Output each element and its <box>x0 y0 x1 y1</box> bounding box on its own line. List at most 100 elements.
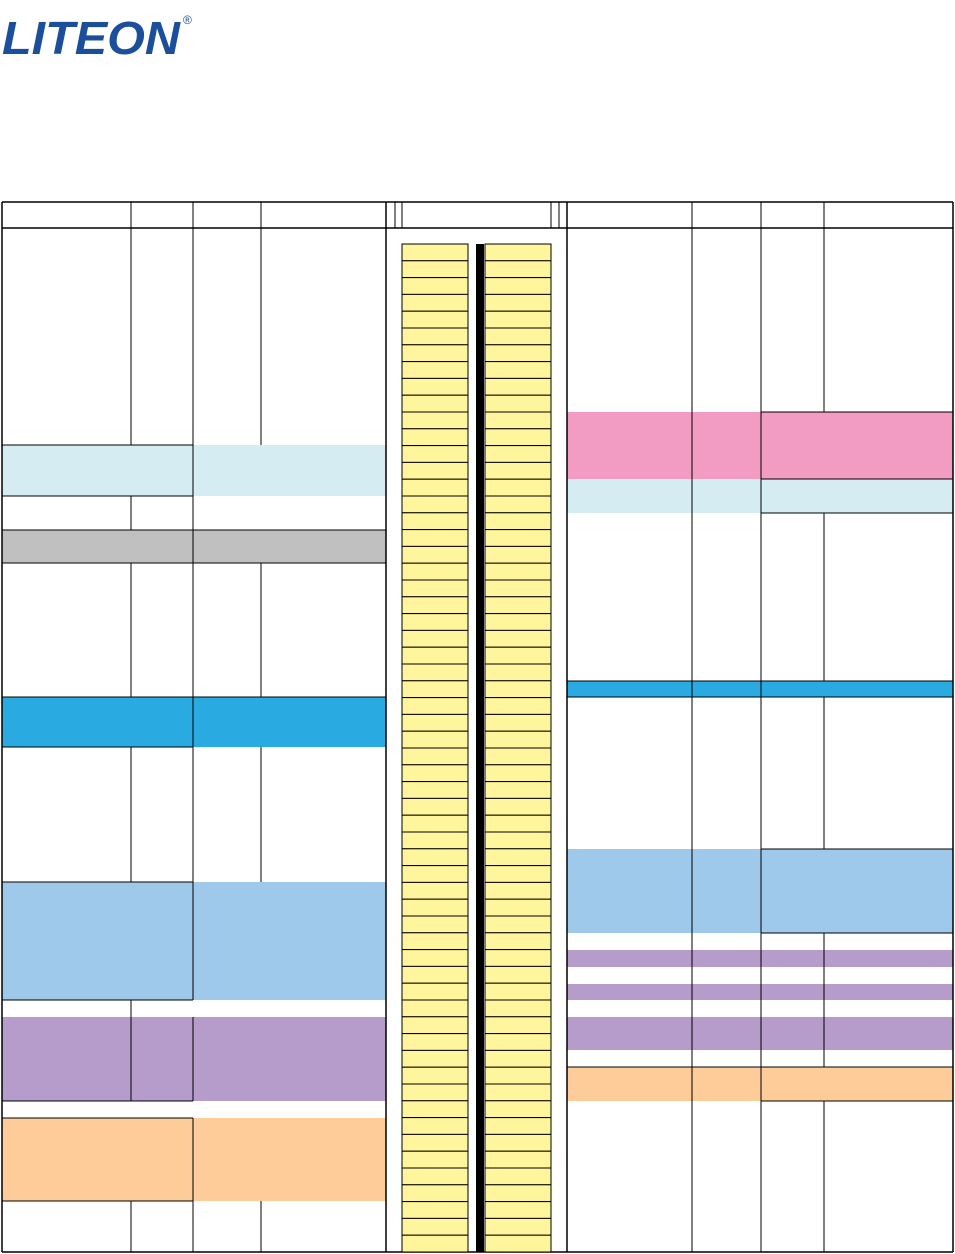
pin-cell <box>484 529 552 547</box>
pin-cell <box>401 461 469 480</box>
pin-cell <box>401 1217 469 1236</box>
pin-cell <box>401 646 469 665</box>
pin-cell <box>401 1049 469 1068</box>
cell-fill <box>2 445 386 496</box>
pin-cell <box>401 680 469 699</box>
pin-cell <box>401 545 469 564</box>
pin-cell <box>401 445 469 463</box>
pin-cell <box>484 831 552 850</box>
cell-fill <box>2 882 386 1000</box>
pin-cell <box>484 999 552 1018</box>
pin-cell <box>484 1133 552 1152</box>
pin-cell <box>401 344 469 363</box>
pin-cell <box>484 730 552 749</box>
pin-cell <box>484 982 552 1001</box>
pin-cell <box>401 982 469 1001</box>
pin-cell <box>484 663 552 682</box>
pin-cell <box>401 713 469 732</box>
cell-fill <box>567 984 953 1000</box>
pin-cell <box>401 1083 469 1102</box>
pin-cell <box>401 310 469 329</box>
pin-cell <box>401 999 469 1018</box>
pin-cell <box>401 1117 469 1135</box>
cell-fill <box>567 849 953 933</box>
pin-cell <box>484 495 552 514</box>
pin-cell <box>401 579 469 598</box>
pin-cell <box>484 848 552 867</box>
pin-cell <box>484 713 552 732</box>
pin-cell <box>401 1184 469 1203</box>
pin-cell <box>484 949 552 967</box>
pin-cell <box>484 747 552 766</box>
pin-cell <box>401 1033 469 1051</box>
pin-cell <box>401 629 469 648</box>
pin-cell <box>401 881 469 900</box>
pin-cell <box>484 361 552 379</box>
logo-text: LITEON <box>2 12 181 64</box>
pin-cell <box>401 377 469 396</box>
pin-cell <box>401 327 469 346</box>
pin-cell <box>484 1033 552 1051</box>
pin-cell <box>484 865 552 883</box>
pin-cell <box>401 730 469 749</box>
pin-cell <box>484 1100 552 1119</box>
pin-cell <box>401 562 469 581</box>
pin-cell <box>484 915 552 934</box>
pin-cell <box>484 1184 552 1203</box>
pin-cell <box>401 898 469 917</box>
cell-fill <box>567 412 953 479</box>
pin-cell <box>401 1167 469 1186</box>
pin-cell <box>401 428 469 447</box>
pin-cell <box>484 898 552 917</box>
pin-cell <box>401 613 469 631</box>
pin-cell <box>484 1217 552 1236</box>
pin-cell <box>484 579 552 598</box>
pin-cell <box>401 965 469 984</box>
pin-cell <box>401 831 469 850</box>
pin-cell <box>484 1150 552 1169</box>
cell-fill <box>567 1067 953 1101</box>
pin-cell <box>401 277 469 295</box>
pin-cell <box>484 293 552 312</box>
pin-cell <box>484 764 552 783</box>
connector-divider <box>476 244 484 1252</box>
cell-fill <box>567 479 953 513</box>
pin-cell <box>484 697 552 715</box>
pin-cell <box>401 814 469 833</box>
pin-cell <box>484 1117 552 1135</box>
pin-cell <box>484 814 552 833</box>
pin-cell <box>484 377 552 396</box>
pin-cell <box>401 663 469 682</box>
pin-cell <box>401 596 469 615</box>
pin-cell <box>484 1167 552 1186</box>
pin-cell <box>484 310 552 329</box>
pin-cell <box>484 1049 552 1068</box>
pin-cell <box>401 865 469 883</box>
cell-fill <box>567 681 953 697</box>
pin-cell <box>401 1201 469 1219</box>
pin-cell <box>484 411 552 430</box>
cell-fill <box>2 1017 386 1101</box>
pin-cell <box>484 327 552 346</box>
pin-cell <box>401 495 469 514</box>
pin-cell <box>401 1066 469 1085</box>
pin-cell <box>401 697 469 715</box>
cell-fill <box>567 1017 953 1050</box>
pin-cell <box>484 1083 552 1102</box>
pin-cell <box>484 613 552 631</box>
pin-cell <box>484 629 552 648</box>
pin-cell <box>484 277 552 295</box>
pin-cell <box>401 1150 469 1169</box>
pin-cell <box>401 915 469 934</box>
pin-cell <box>484 461 552 480</box>
pin-cell <box>401 747 469 766</box>
pin-cell <box>484 932 552 951</box>
pin-cell <box>484 1201 552 1219</box>
pin-cell <box>484 260 552 279</box>
pin-cell <box>401 394 469 413</box>
logo-mark: ® <box>183 13 192 27</box>
pin-cell <box>401 797 469 816</box>
pin-cell <box>484 512 552 531</box>
